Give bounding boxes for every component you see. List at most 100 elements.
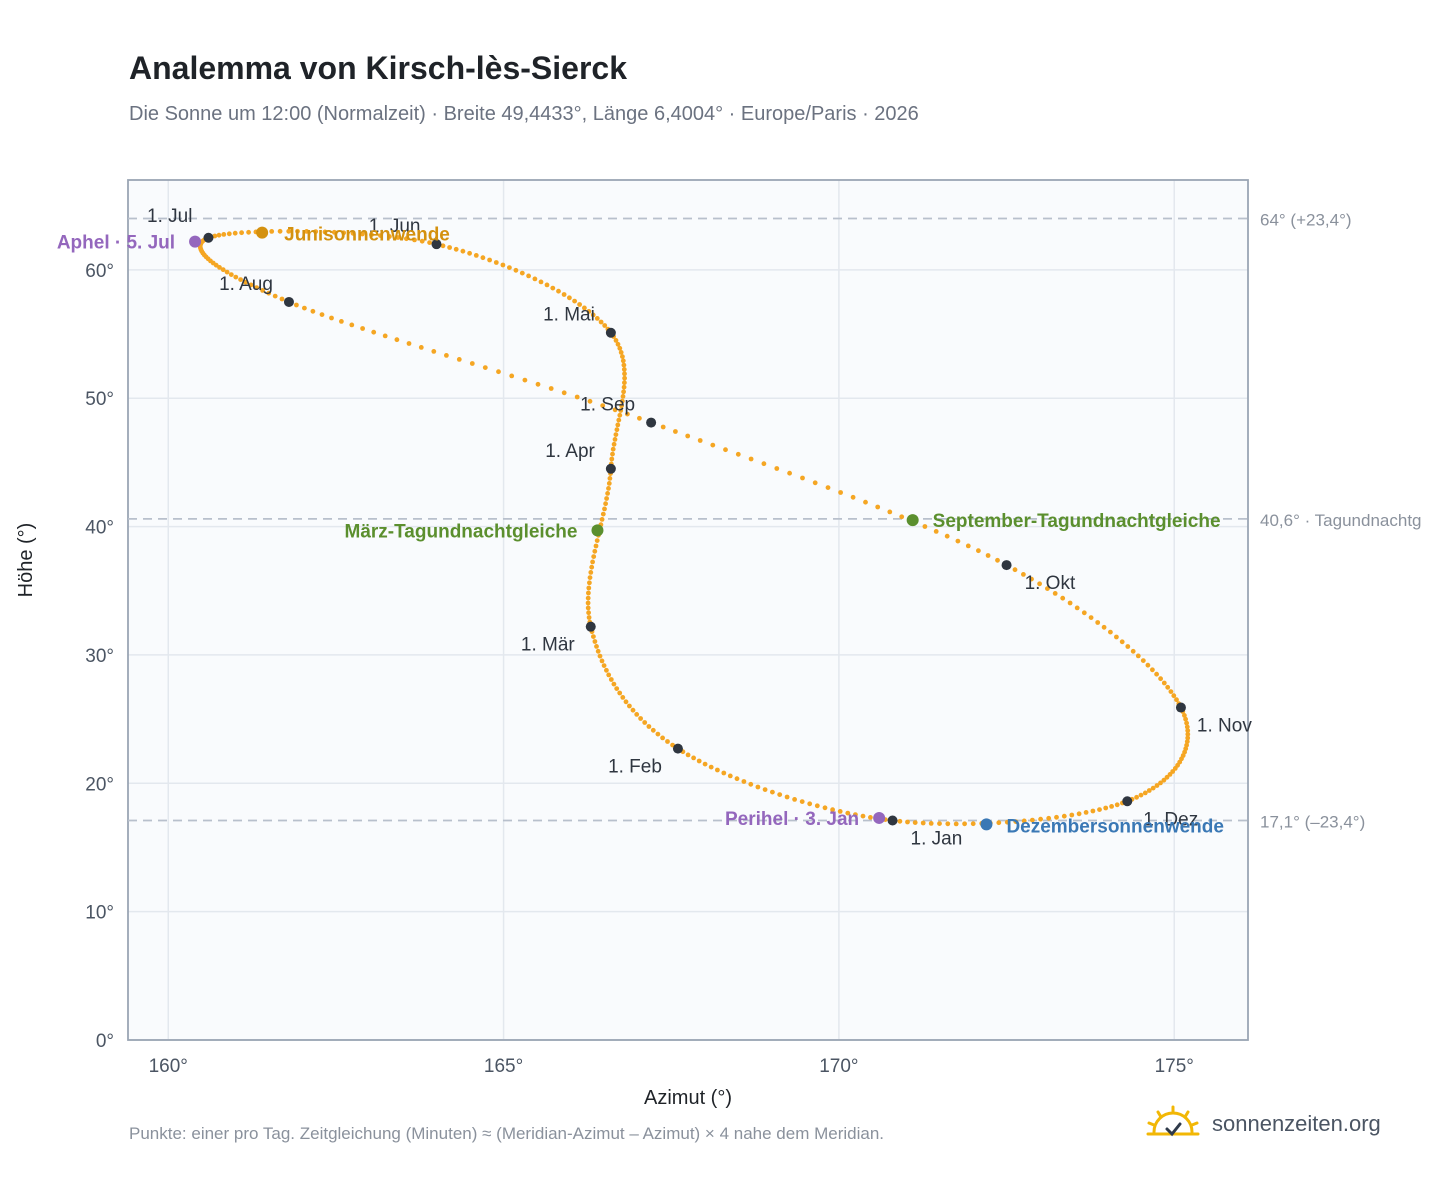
event-label: Dezembersonnenwende	[1006, 816, 1224, 837]
daily-dot	[272, 293, 278, 299]
daily-dot	[603, 501, 608, 507]
daily-dot	[1158, 676, 1163, 682]
month-marker	[605, 463, 616, 474]
daily-dot	[600, 403, 606, 408]
month-marker	[605, 327, 616, 338]
reference-line-label: 40,6° · Tagundnachtg	[1260, 511, 1422, 530]
month-label: 1. Mär	[521, 635, 576, 656]
daily-dot	[612, 407, 618, 413]
daily-dot	[587, 398, 593, 404]
daily-dot	[617, 690, 623, 696]
daily-dot	[1067, 600, 1073, 606]
daily-dot	[574, 394, 580, 400]
daily-dot	[556, 288, 561, 294]
daily-dot	[598, 319, 604, 325]
daily-dot	[1125, 644, 1131, 649]
daily-dot	[594, 538, 600, 543]
x-tick-label: 170°	[819, 1056, 858, 1077]
daily-dot	[887, 509, 893, 515]
daily-dot	[550, 285, 556, 291]
daily-dot	[755, 784, 761, 790]
daily-dot	[912, 820, 918, 825]
daily-dot	[928, 821, 934, 826]
daily-dot	[642, 720, 648, 725]
daily-dot	[741, 779, 747, 784]
daily-dot	[621, 362, 627, 368]
y-tick-label: 50°	[85, 389, 114, 410]
daily-dot	[621, 384, 627, 390]
daily-dot	[853, 812, 858, 817]
daily-dot	[406, 341, 412, 346]
daily-dot	[1184, 724, 1190, 730]
daily-dot	[431, 349, 437, 354]
daily-dot	[822, 805, 828, 811]
month-label: 1. Jul	[147, 206, 192, 227]
daily-dot	[329, 315, 334, 321]
daily-dot	[304, 229, 309, 234]
daily-dot	[1119, 639, 1125, 645]
daily-dot	[612, 437, 618, 442]
brand[interactable]: sonnenzeiten.org	[1146, 1100, 1381, 1148]
y-tick-label: 30°	[85, 646, 114, 667]
daily-dot	[1165, 684, 1171, 690]
daily-dot	[710, 442, 716, 448]
daily-dot	[279, 296, 285, 302]
reference-line-label: 64° (+23,4°)	[1260, 211, 1352, 230]
daily-dot	[1103, 805, 1109, 811]
daily-dot	[608, 677, 614, 682]
daily-dot	[1114, 802, 1120, 808]
daily-dot	[594, 316, 600, 321]
daily-dot	[604, 667, 609, 673]
x-tick-label: 160°	[149, 1056, 188, 1077]
daily-dot	[586, 585, 592, 591]
daily-dot	[1171, 693, 1177, 699]
daily-dot	[1097, 807, 1102, 812]
daily-dot	[1142, 790, 1148, 796]
daily-dot	[404, 236, 409, 242]
daily-dot	[493, 260, 499, 265]
daily-dot	[232, 230, 238, 236]
daily-dot	[1061, 813, 1067, 819]
daily-dot	[1164, 774, 1170, 780]
daily-dot	[602, 506, 607, 512]
daily-dot	[1168, 689, 1174, 694]
daily-dot	[945, 821, 951, 827]
daily-dot	[1174, 697, 1179, 703]
daily-dot	[319, 312, 325, 317]
chart-title: Analemma von Kirsch-lès-Sierck	[129, 50, 627, 86]
daily-dot	[369, 232, 374, 238]
daily-dot	[1134, 794, 1139, 800]
daily-dot	[577, 302, 582, 307]
daily-dot	[620, 354, 625, 359]
daily-dot	[480, 255, 486, 261]
event-marker	[906, 514, 919, 527]
daily-dot	[277, 228, 283, 234]
daily-dot	[216, 232, 222, 238]
daily-dot	[614, 427, 620, 433]
daily-dot	[544, 282, 550, 288]
daily-dot	[1145, 662, 1151, 668]
daily-dot	[650, 727, 656, 733]
daily-dot	[660, 735, 665, 741]
x-axis-label: Azimut (°)	[644, 1087, 732, 1109]
daily-dot	[620, 358, 626, 364]
daily-dot	[970, 821, 976, 827]
daily-dot	[1095, 620, 1101, 625]
daily-dot	[1013, 819, 1019, 824]
daily-dot	[509, 373, 515, 379]
month-marker	[672, 743, 683, 754]
daily-dot	[619, 398, 625, 404]
daily-dot	[460, 248, 466, 254]
month-marker	[585, 621, 596, 632]
daily-dot	[1081, 610, 1087, 616]
y-axis-label: Höhe (°)	[15, 523, 37, 598]
daily-dot	[586, 615, 592, 620]
daily-dot	[585, 605, 591, 611]
daily-dot	[618, 408, 624, 413]
daily-dot	[955, 538, 961, 544]
daily-dot	[933, 529, 939, 534]
daily-dot	[444, 353, 449, 358]
daily-dot	[696, 758, 702, 764]
daily-dot	[382, 333, 388, 339]
